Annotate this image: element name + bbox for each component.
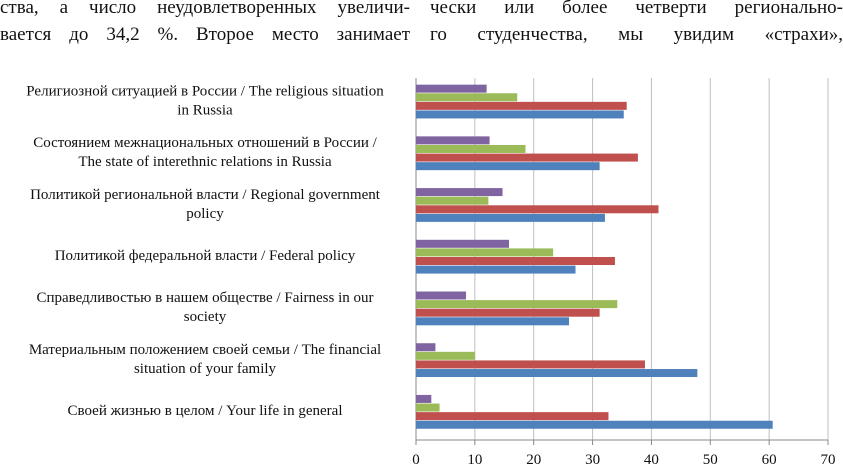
bar-series-purple	[416, 291, 467, 300]
category-label: Религиозной ситуацией в России / The rel…	[26, 83, 384, 118]
bar-series-blue	[416, 420, 773, 429]
text-line: чески или более четверти регионально-	[430, 0, 843, 18]
bar-series-blue	[416, 162, 600, 171]
x-tick-label: 0	[412, 452, 420, 468]
category-label: Материальным положением своей семьи / Th…	[29, 342, 381, 377]
bar-series-red	[416, 257, 615, 265]
category-label-line: Политикой региональной власти / Regional…	[30, 187, 381, 203]
bar-series-green	[416, 196, 489, 205]
bar-series-blue	[416, 265, 576, 274]
text-line: вается до 34,2 %. Второе место занимает	[0, 24, 410, 45]
bar-series-purple	[416, 394, 432, 403]
bar-series-red	[416, 205, 659, 214]
x-tick-label: 40	[644, 452, 659, 468]
category-label-line: The state of interethnic relations in Ru…	[78, 154, 332, 170]
bar-series-purple	[416, 343, 436, 352]
bar-series-red	[416, 153, 638, 162]
category-label-line: Материальным положением своей семьи / Th…	[29, 342, 381, 358]
bar-series-purple	[416, 239, 509, 248]
bar-series-green	[416, 248, 554, 257]
category-label-line: Религиозной ситуацией в России / The rel…	[26, 83, 384, 99]
text-line: го студенчества, мы увидим «страхи»,	[430, 24, 843, 45]
bar-series-green	[416, 403, 440, 412]
bar-series-green	[416, 300, 618, 309]
x-tick-label: 20	[526, 452, 541, 468]
text-column-left: ства, а число неудовлетворенных увеличи-…	[0, 0, 410, 48]
x-tick-label: 50	[703, 452, 718, 468]
bar-series-green	[416, 93, 518, 102]
category-label: Состоянием межнациональных отношений в Р…	[33, 135, 377, 170]
x-tick-label: 10	[467, 452, 482, 468]
bar-series-green	[416, 351, 475, 360]
category-label-line: in Russia	[177, 102, 233, 118]
bar-chart: 0 10 20 30 40 50 60 70 Религиозной ситуацией в Р…	[26, 78, 836, 468]
category-label-line: Состоянием межнациональных отношений в Р…	[33, 135, 377, 151]
bar-series-purple	[416, 188, 503, 197]
category-label: Справедливостью в нашем обществе / Fairn…	[36, 290, 373, 325]
body-text: ства, а число неудовлетворенных увеличи-…	[0, 0, 843, 52]
category-label: Политикой региональной власти / Regional…	[30, 187, 381, 222]
bar-series-blue	[416, 317, 570, 326]
category-label: Политикой федеральной власти / Federal p…	[55, 248, 356, 264]
x-tick-label: 60	[762, 452, 777, 468]
bar-series-purple	[416, 84, 487, 93]
category-label-line: Своей жизнью в целом / Your life in gene…	[68, 403, 343, 419]
category-label-line: policy	[186, 206, 224, 222]
bar-series-purple	[416, 136, 490, 145]
bar-series-red	[416, 101, 627, 110]
bar-series-blue	[416, 110, 624, 119]
text-line: ства, а число неудовлетворенных увеличи-	[0, 0, 410, 18]
category-label: Своей жизнью в целом / Your life in gene…	[68, 403, 343, 419]
category-label-line: Политикой федеральной власти / Federal p…	[55, 248, 356, 264]
bar-series-blue	[416, 369, 698, 378]
bar-series-red	[416, 360, 645, 369]
category-label-line: society	[184, 309, 227, 325]
category-label-line: Справедливостью в нашем обществе / Fairn…	[36, 290, 373, 306]
text-column-right: чески или более четверти регионально- го…	[430, 0, 843, 48]
bar-series-red	[416, 412, 609, 421]
bar-series-red	[416, 308, 600, 317]
x-tick-label: 30	[585, 452, 600, 468]
category-label-line: situation of your family	[134, 361, 277, 377]
bar-series-blue	[416, 213, 605, 222]
x-tick-label: 70	[821, 452, 836, 468]
bar-series-green	[416, 144, 526, 153]
